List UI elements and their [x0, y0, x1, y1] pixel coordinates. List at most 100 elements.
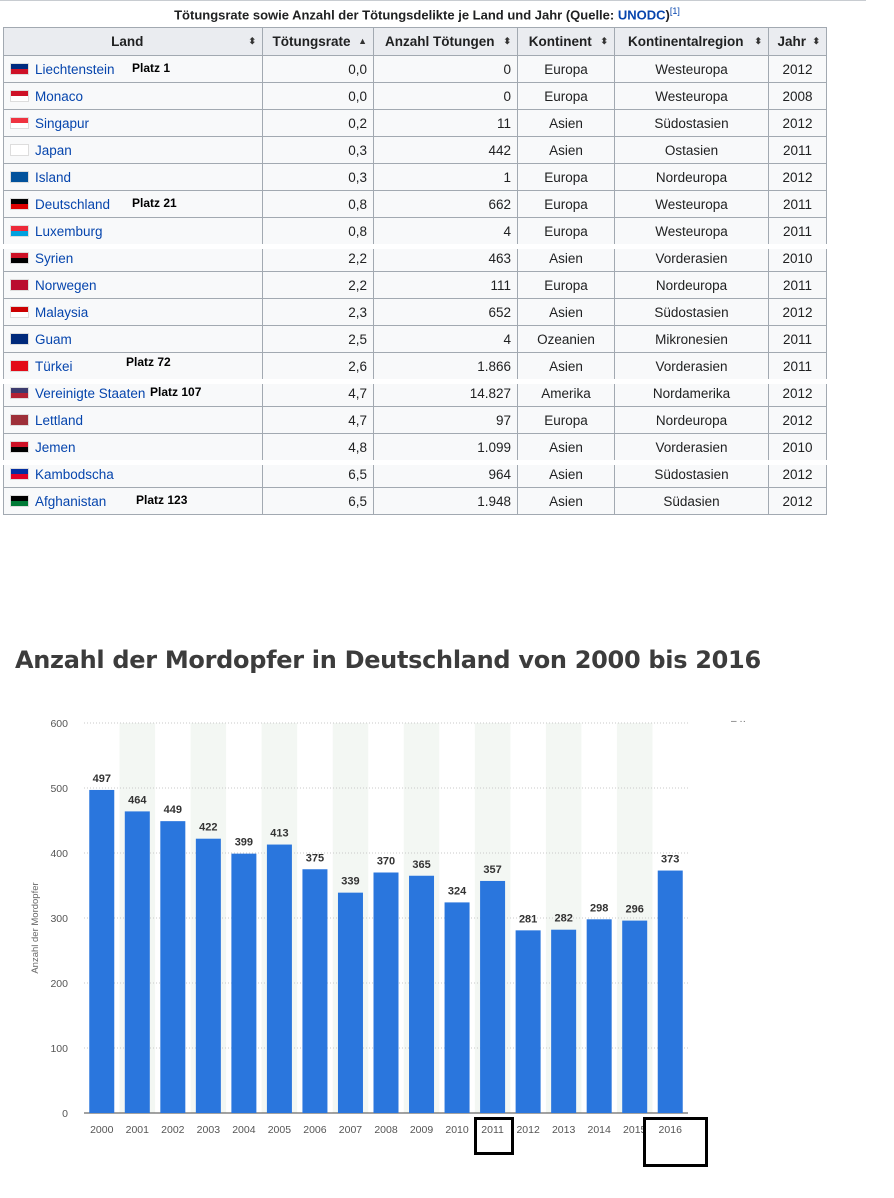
cell-region: Vorderasien	[614, 352, 769, 380]
flag-icon	[10, 143, 29, 156]
country-link[interactable]: Vereinigte Staaten	[35, 385, 146, 401]
cell-rate: 0,3	[262, 163, 374, 191]
bar-2001[interactable]	[124, 811, 150, 1113]
bar-2016[interactable]	[657, 870, 683, 1113]
data-label: 464	[128, 794, 147, 806]
country-link[interactable]: Liechtenstein	[35, 61, 115, 77]
cell-land: Norwegen	[3, 271, 263, 299]
cell-kontinent: Asien	[517, 352, 615, 380]
bar-2013[interactable]	[551, 929, 577, 1113]
table-row: Türkei Platz 72 2,6 1.866 Asien Vorderasien 20…	[3, 352, 827, 380]
cell-kontinent: Europa	[517, 217, 615, 245]
cell-rate: 2,5	[262, 325, 374, 353]
bar-2007[interactable]	[337, 892, 363, 1113]
country-link[interactable]: Lettland	[35, 412, 84, 428]
country-link[interactable]: Malaysia	[35, 304, 89, 320]
cell-jahr: 2008	[768, 82, 827, 110]
bar-2002[interactable]	[160, 821, 186, 1113]
table-caption: Tötungsrate sowie Anzahl der Tötungsdeli…	[174, 6, 680, 23]
x-tick-label: 2009	[410, 1124, 434, 1136]
y-tick-label: 600	[50, 718, 68, 730]
flag-icon	[10, 89, 29, 102]
data-label: 339	[341, 876, 359, 888]
cell-rate: 2,6	[262, 352, 374, 380]
cell-kontinent: Asien	[517, 109, 615, 137]
sort-icon[interactable]: ⬍	[248, 36, 256, 46]
country-link[interactable]: Afghanistan	[35, 493, 107, 509]
cell-land: Deutschland Platz 21	[3, 190, 263, 218]
bar-2006[interactable]	[302, 869, 328, 1113]
country-link[interactable]: Singapur	[35, 115, 90, 131]
flag-icon	[10, 197, 29, 210]
bar-2008[interactable]	[373, 872, 399, 1114]
cell-jahr: 2011	[768, 325, 827, 353]
flag-icon	[10, 494, 29, 507]
column-header-land[interactable]: Land ⬍	[3, 27, 263, 56]
flag-icon	[10, 359, 29, 372]
rank-annotation: Platz 1	[132, 61, 171, 75]
table-row: Liechtenstein Platz 1 0,0 0 Europa Westeuropa…	[3, 55, 827, 83]
country-link[interactable]: Monaco	[35, 88, 84, 104]
country-link[interactable]: Norwegen	[35, 277, 97, 293]
cell-land: Liechtenstein Platz 1	[3, 55, 263, 83]
country-link[interactable]: Jemen	[35, 439, 76, 455]
data-label: 422	[199, 822, 217, 834]
x-tick-label: 2003	[197, 1124, 221, 1136]
column-header-kontinentalregion[interactable]: Kontinentalregion ⬍	[614, 27, 769, 56]
cell-jahr: 2012	[768, 163, 827, 191]
country-link[interactable]: Guam	[35, 331, 72, 347]
cell-kontinent: Europa	[517, 271, 615, 299]
bar-2004[interactable]	[231, 853, 257, 1113]
top-rule	[0, 0, 866, 1]
cell-region: Vorderasien	[614, 433, 769, 461]
bar-2014[interactable]	[586, 919, 612, 1113]
cell-rate: 2,3	[262, 298, 374, 326]
sort-ascending-icon[interactable]: ▲	[358, 36, 367, 46]
cell-jahr: 2011	[768, 190, 827, 218]
cell-land: Afghanistan Platz 123	[3, 487, 263, 515]
country-link[interactable]: Syrien	[35, 250, 74, 266]
cell-land: Türkei Platz 72	[3, 352, 263, 380]
unodc-link[interactable]: UNODC	[617, 7, 666, 23]
cell-jahr: 2012	[768, 55, 827, 83]
bar-2011[interactable]	[480, 880, 506, 1113]
legend-fragment: – ··	[731, 716, 746, 727]
country-link[interactable]: Türkei	[35, 358, 73, 374]
sort-icon[interactable]: ⬍	[754, 36, 762, 46]
bar-2012[interactable]	[515, 930, 541, 1113]
cell-land: Jemen	[3, 433, 263, 461]
country-link[interactable]: Luxemburg	[35, 223, 103, 239]
bar-2005[interactable]	[266, 844, 292, 1113]
column-header-toetungsrate[interactable]: Tötungsrate ▲	[262, 27, 374, 56]
bar-2010[interactable]	[444, 902, 470, 1113]
murder-victims-bar-chart: 0 100 200 300 400 500 600 Anzahl der Mordopfer 4…	[30, 718, 688, 1136]
bar-2000[interactable]	[89, 789, 115, 1113]
reference-link[interactable]: [1]	[669, 6, 680, 16]
cell-jahr: 2011	[768, 217, 827, 245]
country-link[interactable]: Japan	[35, 142, 72, 158]
bar-2015[interactable]	[622, 920, 648, 1113]
cell-rate: 0,2	[262, 109, 374, 137]
bar-2003[interactable]	[195, 838, 221, 1113]
sort-icon[interactable]: ⬍	[503, 36, 511, 46]
x-tick-label: 2008	[374, 1124, 398, 1136]
data-label: 413	[270, 828, 288, 840]
cell-region: Südostasien	[614, 298, 769, 326]
column-header-jahr[interactable]: Jahr ⬍	[768, 27, 827, 56]
flag-icon	[10, 224, 29, 237]
table-row: Lettland 4,7 97 Europa Nordeuropa 2012	[3, 406, 827, 434]
row-gap	[3, 244, 827, 249]
sort-icon[interactable]: ⬍	[600, 36, 608, 46]
column-header-kontinent[interactable]: Kontinent ⬍	[517, 27, 615, 56]
cell-region: Westeuropa	[614, 55, 769, 83]
data-label: 497	[93, 773, 111, 785]
country-link[interactable]: Kambodscha	[35, 466, 114, 482]
flag-icon	[10, 278, 29, 291]
cell-kontinent: Asien	[517, 298, 615, 326]
country-link[interactable]: Island	[35, 169, 72, 185]
column-header-anzahl[interactable]: Anzahl Tötungen ⬍	[373, 27, 518, 56]
bar-2009[interactable]	[409, 875, 435, 1113]
table-row: Jemen 4,8 1.099 Asien Vorderasien 2010	[3, 433, 827, 461]
sort-icon[interactable]: ⬍	[812, 36, 820, 46]
country-link[interactable]: Deutschland	[35, 196, 111, 212]
